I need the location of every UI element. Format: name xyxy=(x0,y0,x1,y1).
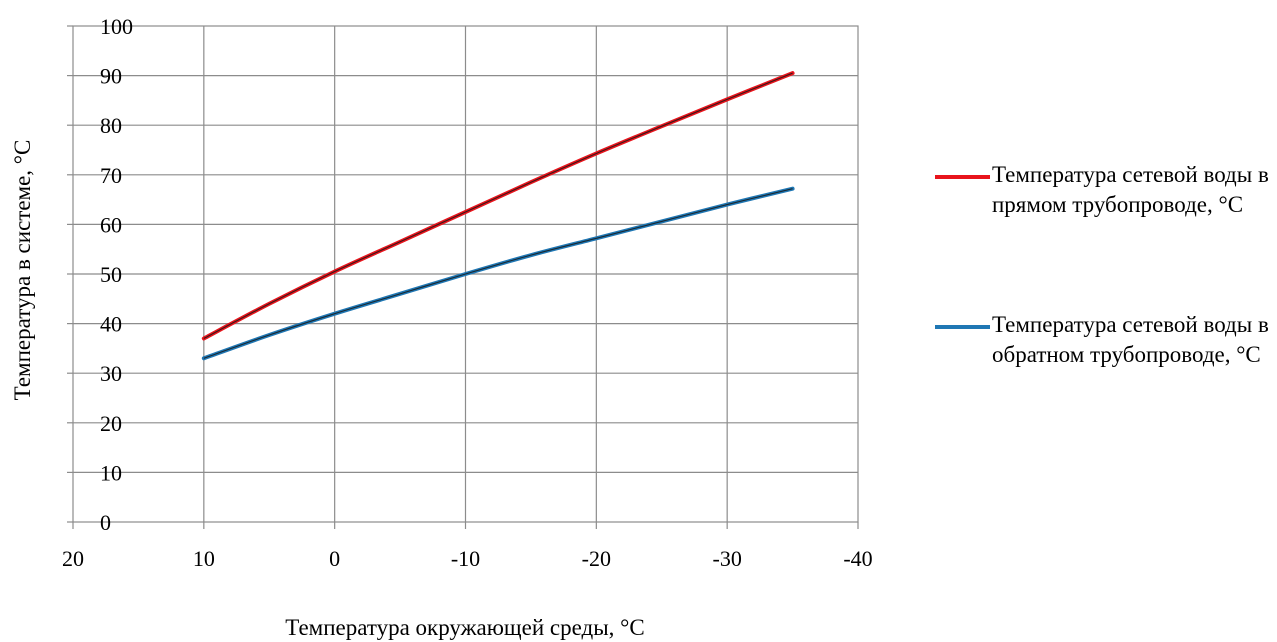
x-axis-tick-labels: 20 10 0 -10 -20 -30 -40 xyxy=(62,546,873,571)
legend: Температура сетевой воды в прямом трубоп… xyxy=(935,160,1275,460)
x-tick-label: -20 xyxy=(582,546,611,571)
y-tick-label: 0 xyxy=(100,510,111,535)
x-axis-title: Температура окружающей среды, °С xyxy=(285,615,644,640)
y-tick-label: 30 xyxy=(100,361,122,386)
y-tick-label: 40 xyxy=(100,312,122,337)
x-tick-label: 20 xyxy=(62,546,84,571)
y-tick-label: 60 xyxy=(100,212,122,237)
series-line-core-1 xyxy=(203,72,793,339)
x-tick-label: -10 xyxy=(451,546,480,571)
legend-swatch-supply xyxy=(935,175,990,179)
y-tick-label: 50 xyxy=(100,262,122,287)
legend-item-supply: Температура сетевой воды в прямом трубоп… xyxy=(935,160,1275,278)
y-tick-label: 20 xyxy=(100,411,122,436)
y-axis-tick-labels: 0 10 20 30 40 50 60 70 80 90 100 xyxy=(100,14,133,535)
legend-label-return: Температура сетевой воды в обратном труб… xyxy=(992,312,1269,367)
x-tick-label: -40 xyxy=(843,546,872,571)
series-layer xyxy=(201,71,795,361)
axis-ticks xyxy=(67,25,859,529)
y-tick-label: 80 xyxy=(100,113,122,138)
x-tick-label: -30 xyxy=(713,546,742,571)
y-tick-label: 70 xyxy=(100,163,122,188)
x-tick-label: 0 xyxy=(329,546,340,571)
series-line-1 xyxy=(201,71,795,341)
series-line-core-2 xyxy=(203,188,793,359)
y-tick-label: 90 xyxy=(100,64,122,89)
legend-item-return: Температура сетевой воды в обратном труб… xyxy=(935,310,1275,428)
y-axis-title: Температура в системе, °С xyxy=(10,140,35,401)
legend-swatch-return xyxy=(935,325,990,329)
y-tick-label: 100 xyxy=(100,14,133,39)
x-tick-label: 10 xyxy=(193,546,215,571)
y-tick-label: 10 xyxy=(100,460,122,485)
legend-label-supply: Температура сетевой воды в прямом трубоп… xyxy=(992,162,1269,217)
